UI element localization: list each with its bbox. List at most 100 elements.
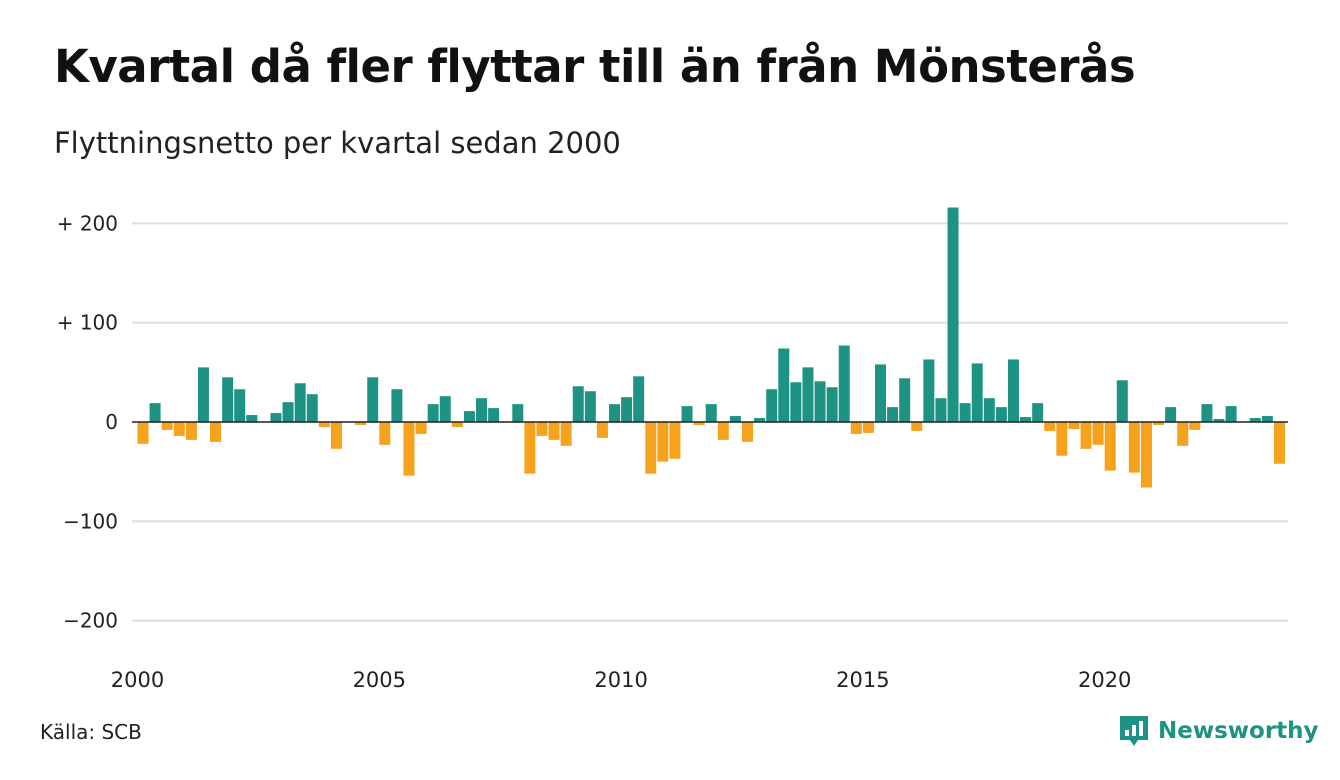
- bar: [717, 422, 729, 440]
- y-axis-ticks: + 200 + 100 0 −100 −200: [57, 211, 118, 632]
- y-tick-label: 0: [105, 410, 118, 434]
- bar: [609, 404, 621, 422]
- y-tick-label: + 100: [57, 311, 118, 335]
- bar: [995, 407, 1007, 422]
- chart-subtitle: Flyttningsnetto per kvartal sedan 2000: [54, 126, 621, 160]
- bar: [826, 387, 838, 423]
- bar: [657, 422, 669, 462]
- bar: [1261, 416, 1273, 422]
- bar: [887, 407, 899, 422]
- x-tick-label: 2005: [353, 668, 406, 692]
- bar: [306, 394, 318, 422]
- y-tick-label: −200: [63, 609, 118, 633]
- bar: [947, 207, 959, 422]
- bar: [1273, 422, 1285, 464]
- source-note: Källa: SCB: [40, 720, 142, 744]
- bar: [681, 406, 693, 422]
- bar: [294, 383, 306, 422]
- x-tick-label: 2010: [594, 668, 647, 692]
- bar: [173, 422, 185, 436]
- bar: [850, 422, 862, 434]
- bar: [512, 404, 524, 422]
- bar: [548, 422, 560, 440]
- bar: [524, 422, 536, 474]
- bar: [584, 391, 596, 422]
- bar: [1068, 422, 1080, 429]
- bar: [318, 422, 330, 427]
- x-tick-label: 2015: [836, 668, 889, 692]
- bar: [355, 422, 367, 425]
- bar: [161, 422, 173, 430]
- bar: [282, 402, 294, 422]
- bar: [754, 418, 766, 422]
- bar: [693, 422, 705, 425]
- bar: [1044, 422, 1056, 431]
- bar: [971, 363, 983, 422]
- bar: [899, 378, 911, 422]
- bar: [1020, 417, 1032, 422]
- bar: [862, 422, 874, 433]
- bar: [560, 422, 572, 446]
- bar: [1032, 403, 1044, 422]
- bar: [246, 415, 258, 422]
- bar: [923, 359, 935, 422]
- bar: [185, 422, 197, 440]
- bar: [270, 413, 282, 422]
- bar: [1116, 380, 1128, 422]
- bar: [1007, 359, 1019, 422]
- bar: [222, 377, 234, 422]
- bar: [415, 422, 427, 434]
- bar: [621, 397, 633, 422]
- bars: [137, 207, 1285, 488]
- bar: [814, 381, 826, 422]
- bar: [838, 345, 850, 422]
- bar: [367, 377, 379, 422]
- brand-name: Newsworthy: [1158, 718, 1319, 744]
- bar: [1249, 418, 1261, 422]
- bar: [778, 348, 790, 422]
- bar: [983, 398, 995, 422]
- bar: [427, 404, 439, 422]
- bar: [1092, 422, 1104, 445]
- bar: [705, 404, 717, 422]
- bar: [1128, 422, 1140, 473]
- bar: [1201, 404, 1213, 422]
- bar: [802, 367, 814, 422]
- bar: [1213, 419, 1225, 422]
- bar: [911, 422, 923, 431]
- bar: [1140, 422, 1152, 488]
- gridlines: [132, 222, 1288, 622]
- bar: [330, 422, 342, 449]
- bar: [669, 422, 681, 459]
- bar: [463, 411, 475, 422]
- bar: [210, 422, 222, 442]
- bar: [379, 422, 391, 445]
- bar: [729, 416, 741, 422]
- bar: [766, 389, 778, 422]
- x-axis-ticks: 2000 2005 2010 2015 2020: [111, 668, 1132, 692]
- x-tick-label: 2000: [111, 668, 164, 692]
- bar: [645, 422, 657, 474]
- bar: [1056, 422, 1068, 456]
- brand-logo[interactable]: Newsworthy: [1118, 714, 1319, 748]
- bar: [596, 422, 608, 438]
- bar: [197, 367, 209, 422]
- bar: [572, 386, 584, 422]
- bar: [959, 403, 971, 422]
- bar: [874, 364, 886, 422]
- newsworthy-logo-icon: [1120, 716, 1148, 746]
- bar: [391, 389, 403, 422]
- bar: [790, 382, 802, 422]
- bar: [488, 408, 500, 422]
- bar: [149, 403, 161, 422]
- chart-title: Kvartal då fler flyttar till än från Mön…: [54, 40, 1136, 93]
- bar: [234, 389, 246, 422]
- bar: [451, 422, 463, 427]
- bar: [536, 422, 548, 436]
- bar: [935, 398, 947, 422]
- bar: [137, 422, 149, 444]
- bar: [1080, 422, 1092, 449]
- bar: [403, 422, 415, 476]
- bar: [1165, 407, 1177, 422]
